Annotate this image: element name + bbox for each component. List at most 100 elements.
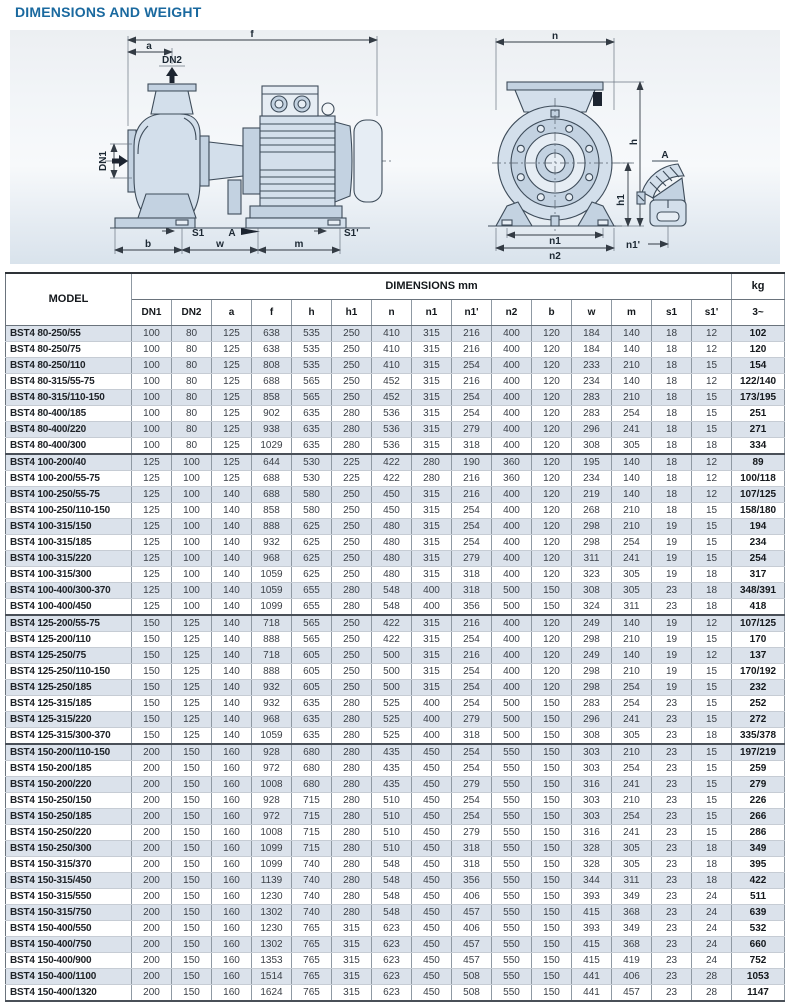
dim-cell: 120	[531, 486, 572, 503]
dim-cell: 15	[691, 550, 733, 567]
dim-cell: 15	[691, 824, 733, 841]
table-row: BST4 80-250/75 100 80 125 638 535 250 410 315 216…	[5, 341, 786, 358]
dim-cell: 120	[531, 470, 572, 487]
model-cell: BST4 125-250/110-150	[5, 663, 132, 680]
dim-cell: 15	[691, 502, 733, 519]
dim-cell: 422	[371, 470, 412, 487]
model-cell: BST4 80-400/185	[5, 405, 132, 422]
dim-cell: 210	[611, 389, 652, 406]
model-cell: BST4 125-250/75	[5, 647, 132, 664]
dim-cell: 19	[651, 518, 692, 535]
dim-cell: 120	[531, 437, 572, 455]
dim-column-header: s1'	[691, 299, 733, 326]
dim-cell: 283	[571, 405, 612, 422]
dim-cell: 150	[131, 711, 172, 728]
dim-cell: 160	[211, 808, 252, 825]
dim-cell: 200	[131, 968, 172, 985]
table-row: BST4 100-200/55-75 125 100 125 688 530 225 422 2…	[5, 470, 786, 487]
table-row: BST4 80-400/300 100 80 125 1029 635 280 536 315 3…	[5, 437, 786, 455]
dim-cell: 623	[371, 984, 412, 1002]
dim-cell: 422	[371, 615, 412, 632]
dim-cell: 15	[691, 679, 733, 696]
model-cell: BST4 80-250/75	[5, 341, 132, 358]
dim-cell: 625	[291, 534, 332, 551]
model-cell: BST4 125-200/55-75	[5, 615, 132, 632]
flange-bolts	[516, 124, 594, 202]
dim-cell: 195	[571, 454, 612, 471]
kg-cell: 102	[731, 325, 786, 342]
dim-cell: 18	[691, 598, 733, 616]
dim-cell: 548	[371, 598, 412, 616]
dim-cell: 315	[411, 405, 452, 422]
dim-cell: 254	[451, 502, 492, 519]
dim-cell: 740	[291, 872, 332, 889]
dim-cell: 160	[211, 984, 252, 1002]
dim-cell: 688	[251, 373, 292, 390]
dim-cell: 125	[131, 502, 172, 519]
dim-cell: 500	[491, 582, 532, 599]
model-cell: BST4 100-315/185	[5, 534, 132, 551]
dim-cell: 18	[691, 872, 733, 889]
dim-cell: 635	[291, 421, 332, 438]
dim-cell: 1302	[251, 936, 292, 953]
kg-cell: 107/125	[731, 486, 786, 503]
dim-cell: 150	[531, 856, 572, 873]
model-cell: BST4 150-400/900	[5, 952, 132, 969]
dim-cell: 688	[251, 486, 292, 503]
dim-cell: 1059	[251, 582, 292, 599]
dim-cell: 932	[251, 679, 292, 696]
dim-cell: 19	[651, 663, 692, 680]
dim-cell: 250	[331, 373, 372, 390]
dim-cell: 525	[371, 711, 412, 728]
dim-cell: 249	[571, 615, 612, 632]
dim-cell: 298	[571, 663, 612, 680]
dim-cell: 283	[571, 389, 612, 406]
dim-cell: 550	[491, 760, 532, 777]
dim-cell: 23	[651, 727, 692, 745]
dim-cell: 18	[651, 405, 692, 422]
dim-cell: 740	[291, 856, 332, 873]
table-row: BST4 80-315/55-75 100 80 125 688 565 250 452 315…	[5, 373, 786, 390]
dim-cell: 150	[131, 727, 172, 745]
dim-label-f: f	[250, 30, 254, 40]
dim-cell: 715	[291, 840, 332, 857]
dim-cell: 241	[611, 421, 652, 438]
dim-cell: 280	[331, 437, 372, 455]
dim-cell: 1008	[251, 776, 292, 793]
dim-cell: 249	[571, 647, 612, 664]
dim-cell: 100	[171, 470, 212, 487]
dim-cell: 680	[291, 760, 332, 777]
dim-cell: 100	[171, 518, 212, 535]
dim-cell: 100	[131, 389, 172, 406]
dim-cell: 15	[691, 421, 733, 438]
dim-cell: 415	[571, 936, 612, 953]
dim-cell: 100	[171, 566, 212, 583]
kg-cell: 639	[731, 904, 786, 921]
dim-cell: 18	[691, 856, 733, 873]
dim-cell: 140	[211, 695, 252, 712]
dim-cell: 311	[611, 598, 652, 616]
dim-cell: 283	[571, 695, 612, 712]
dim-cell: 550	[491, 904, 532, 921]
dim-cell: 315	[411, 486, 452, 503]
dim-cell: 210	[611, 357, 652, 374]
dim-cell: 254	[451, 405, 492, 422]
model-cell: BST4 80-315/55-75	[5, 373, 132, 390]
detail-a: A n1'	[626, 150, 687, 251]
dim-cell: 500	[371, 663, 412, 680]
dim-cell: 150	[171, 984, 212, 1002]
dim-cell: 972	[251, 760, 292, 777]
kg-cell: 173/195	[731, 389, 786, 406]
kg-cell: 418	[731, 598, 786, 616]
dim-cell: 125	[171, 631, 212, 648]
dim-cell: 200	[131, 792, 172, 809]
dim-column-header: a	[211, 299, 252, 326]
dim-cell: 457	[451, 936, 492, 953]
dim-cell: 18	[651, 470, 692, 487]
dim-cell: 550	[491, 776, 532, 793]
dim-cell: 932	[251, 695, 292, 712]
kg-cell: 89	[731, 454, 786, 471]
dim-cell: 548	[371, 904, 412, 921]
dim-cell: 254	[451, 760, 492, 777]
dim-cell: 765	[291, 936, 332, 953]
